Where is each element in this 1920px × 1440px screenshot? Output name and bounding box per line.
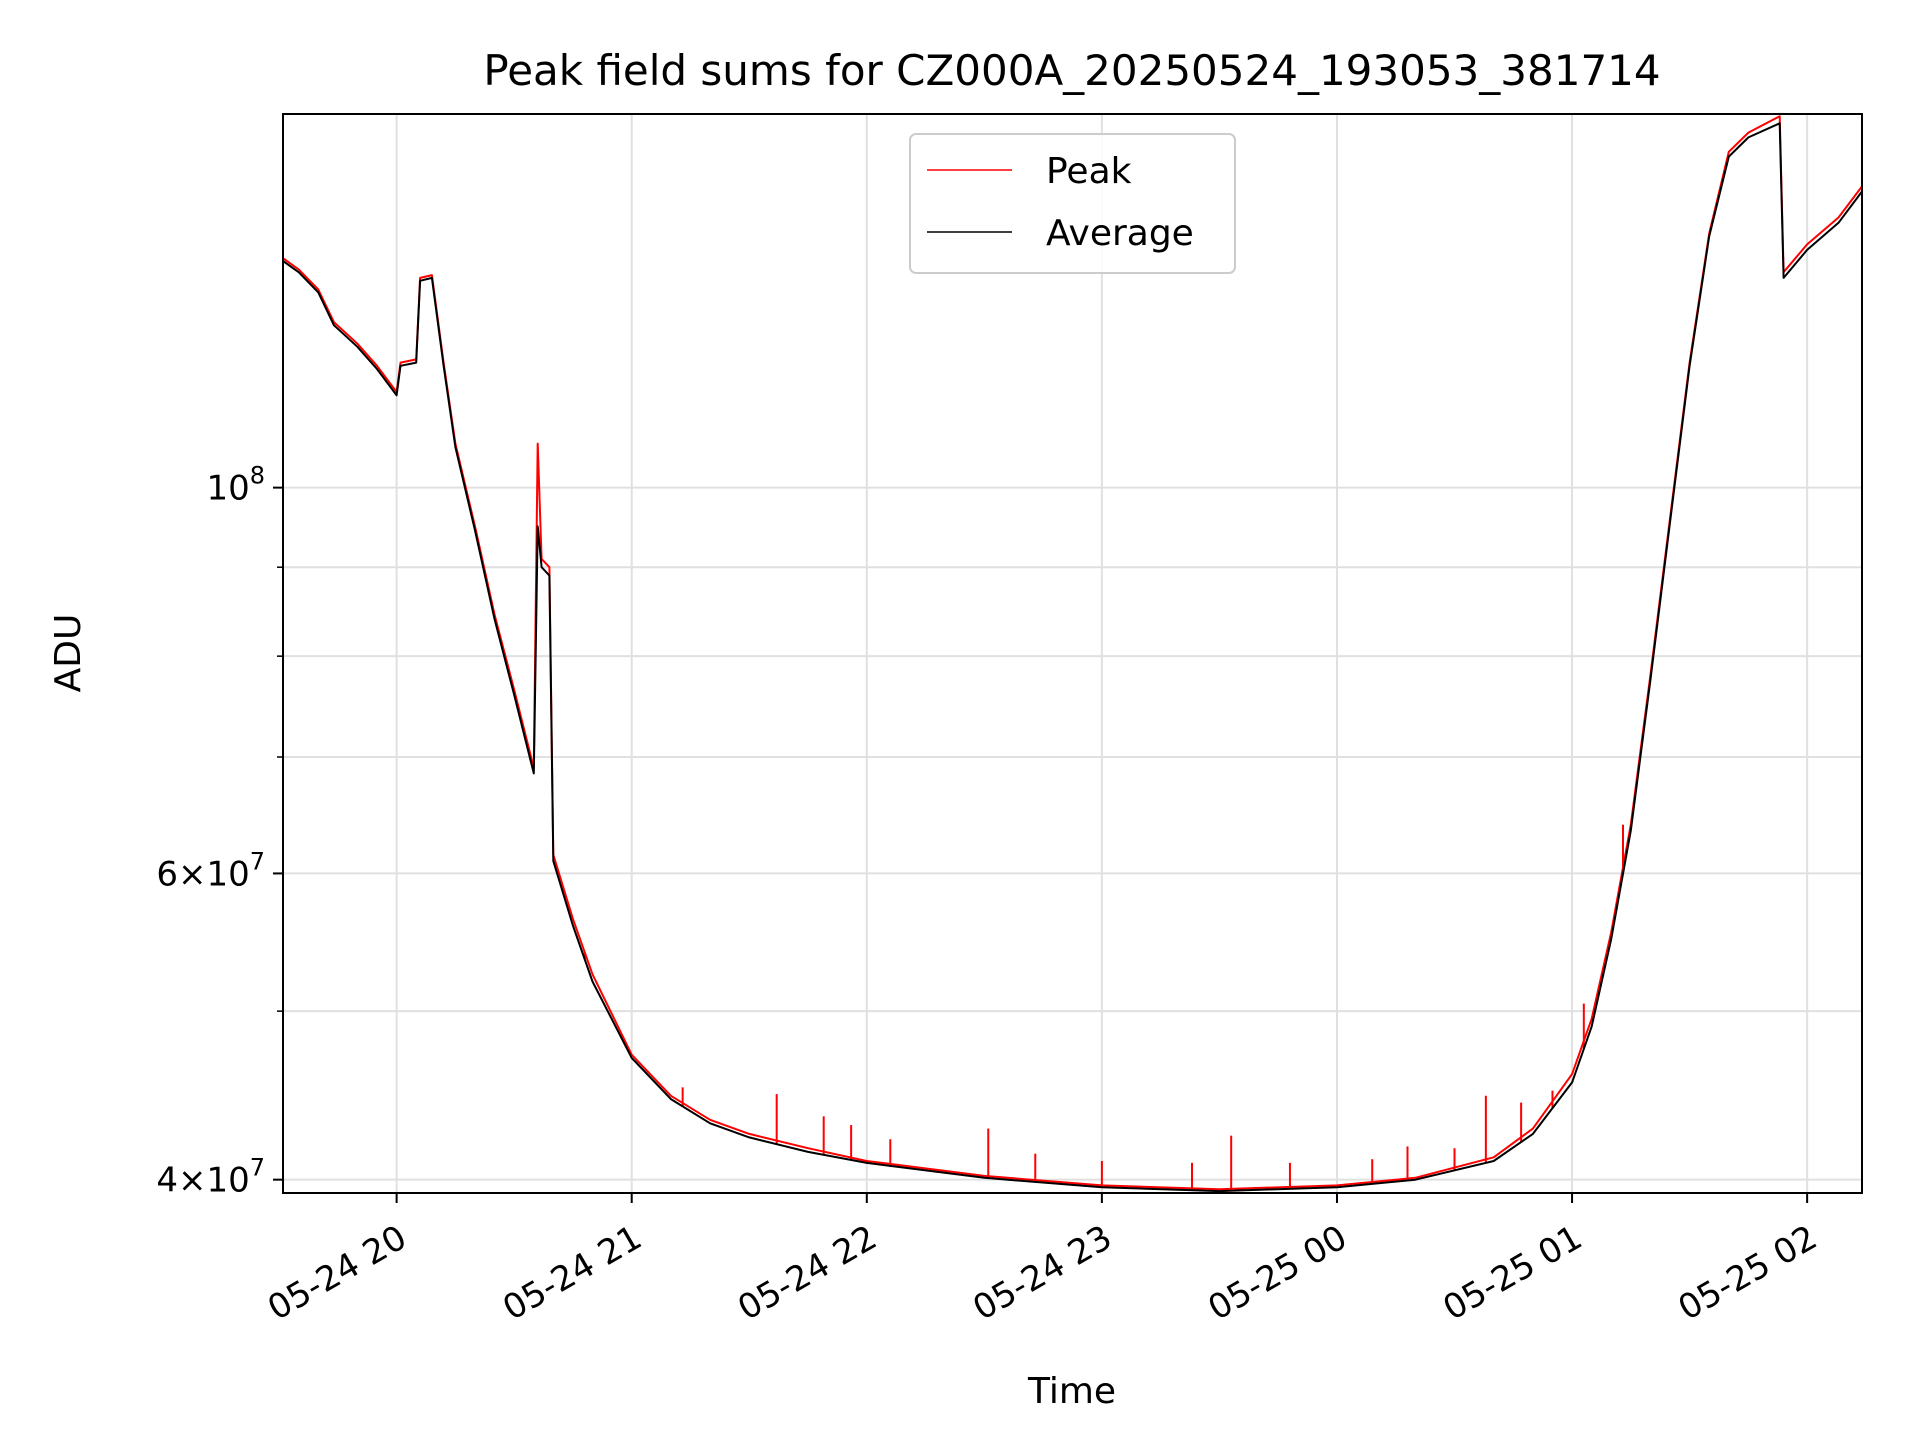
x-axis-label: Time xyxy=(1027,1371,1116,1412)
chart-title: Peak field sums for CZ000A_20250524_1930… xyxy=(483,46,1660,95)
y-axis-label: ADU xyxy=(48,614,89,693)
legend-peak-label: Peak xyxy=(1046,151,1132,192)
y-axis-ticks: 4×107 6×107 108 xyxy=(156,462,283,1201)
y-tick-label: 6×107 xyxy=(156,847,265,894)
y-tick-label: 108 xyxy=(206,462,265,509)
legend-average-label: Average xyxy=(1046,213,1194,254)
peak-spikes xyxy=(583,824,1624,1191)
plot-frame xyxy=(282,113,1863,1194)
series-line-average xyxy=(282,122,1863,1193)
legend: Peak Average xyxy=(909,133,1236,274)
legend-box xyxy=(909,133,1236,274)
gridlines xyxy=(283,114,1862,1193)
series-lines xyxy=(282,115,1863,1193)
y-tick-label: 4×107 xyxy=(156,1154,265,1201)
